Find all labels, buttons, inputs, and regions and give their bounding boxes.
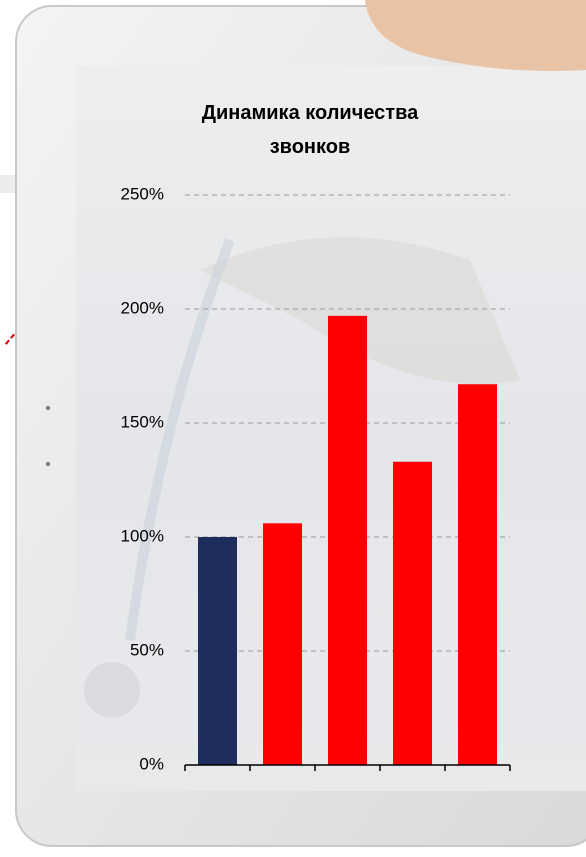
sensor-dot [46, 406, 50, 410]
bar [198, 537, 237, 765]
bar [328, 316, 367, 765]
chart-title: Динамика количества звонков [170, 96, 450, 164]
y-tick-label: 50% [130, 640, 164, 659]
bar [393, 462, 432, 765]
page: 0% 50% 100% 150% 200% 250% Динамика количеств… [0, 0, 586, 857]
y-tick-label: 0% [139, 754, 164, 773]
bar [263, 523, 302, 765]
photo-stethoscope-head [84, 662, 140, 718]
y-tick-label: 200% [121, 298, 164, 317]
sensor-dot [46, 462, 50, 466]
y-tick-label: 250% [121, 184, 164, 203]
y-tick-label: 100% [121, 526, 164, 545]
bar [458, 384, 497, 765]
y-tick-label: 150% [121, 412, 164, 431]
